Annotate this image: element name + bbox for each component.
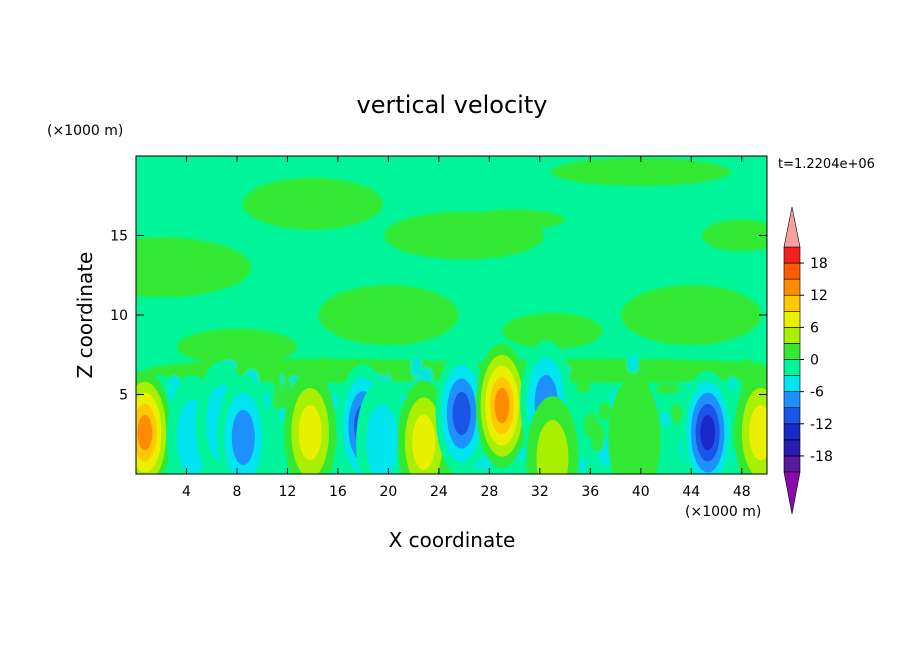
- colorbar-level: [783, 343, 801, 360]
- colorbar-level: [783, 439, 801, 457]
- plot-area: [136, 156, 767, 474]
- texture-blob: [136, 237, 252, 298]
- colorbar-level: [783, 246, 801, 264]
- time-label: t=1.2204e+06: [778, 157, 875, 172]
- texture-speck: [578, 358, 589, 376]
- x-tick-label: 24: [430, 484, 448, 500]
- x-tick-label: 16: [329, 484, 347, 500]
- colorbar-tick-label: 12: [810, 288, 828, 304]
- velocity-cell: [136, 370, 171, 474]
- texture-speck: [320, 356, 329, 380]
- velocity-cell: [681, 370, 734, 474]
- x-tick-label: 12: [279, 484, 297, 500]
- x-unit-label: (×1000 m): [685, 504, 761, 520]
- texture-speck: [480, 456, 492, 471]
- x-tick-label: 28: [480, 484, 498, 500]
- colorbar-tick-label: -18: [810, 449, 833, 465]
- x-tick-label: 44: [682, 484, 700, 500]
- texture-blob: [502, 312, 603, 349]
- colorbar-level: [783, 278, 801, 296]
- velocity-contour: [137, 414, 153, 451]
- x-tick-label: 48: [733, 484, 751, 500]
- x-axis: 4 8 12 16 20 24 28 32 36 40 44 48: [182, 156, 751, 500]
- velocity-contour: [608, 377, 661, 474]
- x-tick-label: 40: [632, 484, 650, 500]
- x-tick-label: 36: [581, 484, 599, 500]
- y-tick-label: 10: [110, 308, 128, 324]
- colorbar-tick-label: 6: [810, 320, 819, 336]
- texture-speck: [410, 356, 422, 378]
- velocity-contour: [452, 392, 471, 436]
- colorbar-low-extension: [783, 471, 801, 515]
- texture-blob: [318, 285, 459, 345]
- chart-title: vertical velocity: [357, 91, 548, 119]
- texture-speck: [578, 456, 586, 473]
- colorbar-level: [783, 262, 801, 280]
- texture-blob: [701, 219, 767, 252]
- colorbar: 18 12 6 0 -6 -12 -18: [783, 206, 833, 515]
- velocity-cell: [284, 370, 337, 474]
- colorbar-level: [783, 327, 801, 344]
- y-axis: 5 10 15: [110, 229, 767, 404]
- texture-blob: [464, 209, 565, 230]
- colorbar-level: [783, 423, 801, 441]
- texture-speck: [627, 354, 639, 374]
- y-tick-label: 15: [110, 229, 128, 245]
- texture-blob: [621, 285, 762, 345]
- velocity-cell: [608, 377, 661, 474]
- texture-speck: [670, 403, 682, 425]
- texture-blob: [242, 177, 383, 230]
- velocity-contour: [749, 405, 767, 461]
- texture-speck: [575, 379, 591, 393]
- texture-blob: [176, 328, 297, 365]
- colorbar-level: [783, 359, 801, 376]
- texture-speck: [660, 412, 670, 427]
- texture-speck: [273, 373, 283, 398]
- velocity-cell: [435, 351, 488, 474]
- texture-speck: [590, 422, 605, 453]
- x-tick-label: 32: [531, 484, 549, 500]
- velocity-cell: [356, 380, 409, 474]
- colorbar-high-extension: [783, 206, 801, 248]
- y-unit-label: (×1000 m): [47, 123, 123, 139]
- velocity-contour: [231, 409, 255, 465]
- texture-speck: [656, 383, 670, 395]
- x-tick-label: 8: [232, 484, 241, 500]
- velocity-contour: [366, 404, 399, 474]
- colorbar-tick-label: 18: [810, 256, 828, 272]
- colorbar-level: [783, 310, 801, 328]
- colorbar-level: [783, 375, 801, 392]
- y-tick-label: 5: [119, 388, 128, 404]
- colorbar-level: [783, 455, 801, 473]
- velocity-contour: [700, 414, 716, 451]
- velocity-contour: [536, 419, 569, 474]
- colorbar-level: [783, 391, 801, 409]
- velocity-cell: [475, 343, 528, 468]
- velocity-cell: [217, 375, 270, 474]
- texture-blob: [550, 157, 731, 186]
- colorbar-tick-label: 0: [810, 353, 819, 369]
- colorbar-level: [783, 294, 801, 312]
- colorbar-level: [783, 407, 801, 425]
- x-axis-label: X coordinate: [389, 528, 516, 552]
- colorbar-tick-label: -12: [810, 417, 833, 433]
- texture-speck: [598, 402, 612, 421]
- texture-speck: [729, 375, 737, 391]
- colorbar-tick-label: -6: [810, 385, 824, 401]
- velocity-contour: [412, 414, 436, 470]
- velocity-contour: [494, 387, 510, 424]
- x-tick-label: 4: [182, 484, 191, 500]
- velocity-cells: [136, 340, 767, 474]
- velocity-cell: [526, 396, 579, 474]
- velocity-cell: [734, 370, 767, 474]
- x-tick-label: 20: [379, 484, 397, 500]
- velocity-contour: [298, 405, 322, 461]
- y-axis-label: Z coordinate: [73, 252, 97, 379]
